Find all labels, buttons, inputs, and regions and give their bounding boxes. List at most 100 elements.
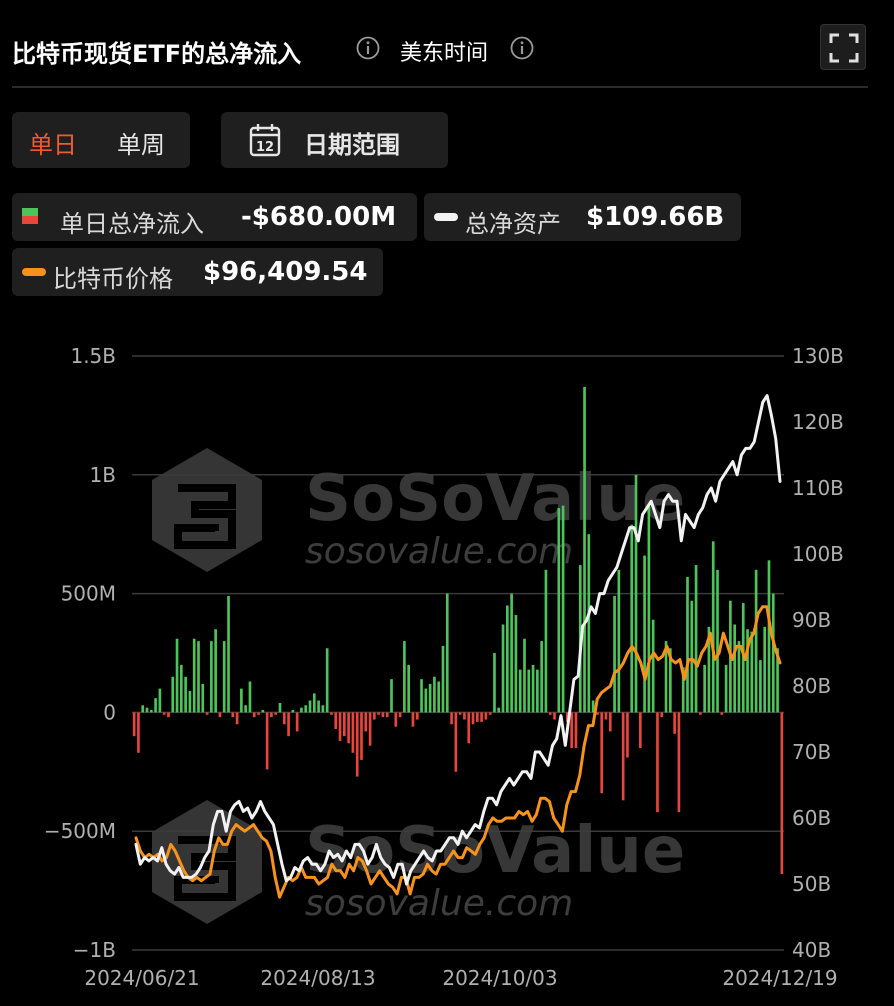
info-icon[interactable] <box>356 36 380 60</box>
inflow-bar[interactable] <box>373 712 376 720</box>
inflow-bar[interactable] <box>544 569 548 713</box>
inflow-bar[interactable] <box>385 712 389 718</box>
inflow-bar[interactable] <box>300 707 303 713</box>
inflow-bar[interactable] <box>403 641 406 713</box>
legend-price[interactable]: 比特币价格 $96,409.54 <box>12 248 383 296</box>
inflow-bar[interactable] <box>621 712 625 801</box>
inflow-bar[interactable] <box>304 705 308 713</box>
inflow-bar[interactable] <box>626 712 629 758</box>
inflow-bar[interactable] <box>750 631 754 713</box>
tab-weekly[interactable]: 单周 <box>117 131 165 159</box>
inflow-bar[interactable] <box>321 705 325 713</box>
inflow-bar[interactable] <box>205 712 209 715</box>
inflow-bar[interactable] <box>776 648 779 713</box>
inflow-bar[interactable] <box>780 712 784 874</box>
inflow-bar[interactable] <box>231 712 235 718</box>
inflow-bar[interactable] <box>566 712 569 722</box>
inflow-bar[interactable] <box>763 626 767 713</box>
inflow-bar[interactable] <box>548 712 552 715</box>
inflow-bar[interactable] <box>317 700 320 713</box>
inflow-bar[interactable] <box>557 508 561 713</box>
inflow-bar[interactable] <box>574 712 578 749</box>
inflow-bar[interactable] <box>141 705 145 713</box>
inflow-bar[interactable] <box>274 712 278 715</box>
inflow-bar[interactable] <box>145 707 149 713</box>
inflow-bar[interactable] <box>510 593 513 713</box>
inflow-bar[interactable] <box>282 712 286 725</box>
inflow-bar[interactable] <box>424 688 428 713</box>
inflow-bar[interactable] <box>428 683 432 713</box>
inflow-bar[interactable] <box>364 712 368 732</box>
inflow-bar[interactable] <box>248 681 252 713</box>
inflow-bar[interactable] <box>596 712 599 715</box>
inflow-bar[interactable] <box>613 595 616 713</box>
inflow-bar[interactable] <box>137 712 140 753</box>
inflow-bar[interactable] <box>608 712 612 732</box>
inflow-bar[interactable] <box>132 712 136 737</box>
legend-assets[interactable]: 总净资产 $109.66B <box>424 193 741 241</box>
inflow-bar[interactable] <box>531 664 535 713</box>
inflow-bar[interactable] <box>767 560 771 713</box>
inflow-bar[interactable] <box>355 712 359 777</box>
inflow-bar[interactable] <box>270 712 273 718</box>
inflow-bar[interactable] <box>518 669 522 713</box>
inflow-bar[interactable] <box>407 664 410 713</box>
inflow-bar[interactable] <box>737 641 741 713</box>
inflow-bar[interactable] <box>167 712 170 718</box>
inflow-bar[interactable] <box>351 712 355 753</box>
inflow-bar[interactable] <box>523 638 526 713</box>
inflow-bar[interactable] <box>381 712 385 718</box>
inflow-bar[interactable] <box>252 712 256 718</box>
inflow-bar[interactable] <box>497 707 501 713</box>
inflow-bar[interactable] <box>660 712 664 718</box>
inflow-bar[interactable] <box>669 648 672 713</box>
inflow-bar[interactable] <box>214 629 217 713</box>
inflow-bar[interactable] <box>587 534 591 713</box>
inflow-bar[interactable] <box>454 712 458 772</box>
inflow-bar[interactable] <box>484 712 488 720</box>
inflow-bar[interactable] <box>197 641 200 713</box>
inflow-bar[interactable] <box>475 712 479 722</box>
inflow-bar[interactable] <box>291 710 295 713</box>
inflow-bar[interactable] <box>390 679 393 713</box>
inflow-bar[interactable] <box>184 676 187 713</box>
inflow-bar[interactable] <box>201 683 205 713</box>
inflow-bar[interactable] <box>343 712 346 737</box>
inflow-bar[interactable] <box>651 619 655 713</box>
legend-inflow[interactable]: 单日总净流入 -$680.00M <box>12 193 417 241</box>
inflow-bar[interactable] <box>420 679 423 713</box>
inflow-bar[interactable] <box>338 712 342 741</box>
inflow-bar[interactable] <box>673 712 676 734</box>
inflow-bar[interactable] <box>600 712 604 794</box>
inflow-bar[interactable] <box>699 712 702 715</box>
btc-price-line[interactable] <box>134 605 782 899</box>
inflow-bar[interactable] <box>437 681 441 713</box>
inflow-bar[interactable] <box>467 712 471 744</box>
inflow-bar[interactable] <box>261 710 265 713</box>
fullscreen-button[interactable] <box>820 24 866 70</box>
inflow-bar[interactable] <box>171 676 175 713</box>
date-range-button[interactable]: 12 日期范围 <box>221 112 448 168</box>
inflow-bar[interactable] <box>540 641 543 713</box>
inflow-bar[interactable] <box>149 710 153 713</box>
inflow-bar[interactable] <box>514 614 518 713</box>
inflow-bar[interactable] <box>235 712 239 725</box>
inflow-bar[interactable] <box>441 645 445 713</box>
inflow-bar[interactable] <box>561 505 565 713</box>
inflow-bar[interactable] <box>488 712 492 715</box>
inflow-bar[interactable] <box>154 698 157 713</box>
inflow-bar[interactable] <box>716 569 719 713</box>
inflow-bar[interactable] <box>570 712 573 749</box>
inflow-bar[interactable] <box>227 595 230 713</box>
inflow-bar[interactable] <box>647 505 651 713</box>
inflow-bar[interactable] <box>471 712 475 725</box>
inflow-bar[interactable] <box>686 576 689 713</box>
inflow-bar[interactable] <box>244 705 247 713</box>
inflow-bar[interactable] <box>175 638 179 713</box>
inflow-bar[interactable] <box>527 669 531 713</box>
inflow-bar[interactable] <box>493 653 496 713</box>
inflow-bar[interactable] <box>617 569 621 713</box>
inflow-bar[interactable] <box>681 667 685 713</box>
inflow-bar[interactable] <box>360 712 363 760</box>
inflow-bar[interactable] <box>222 641 226 713</box>
